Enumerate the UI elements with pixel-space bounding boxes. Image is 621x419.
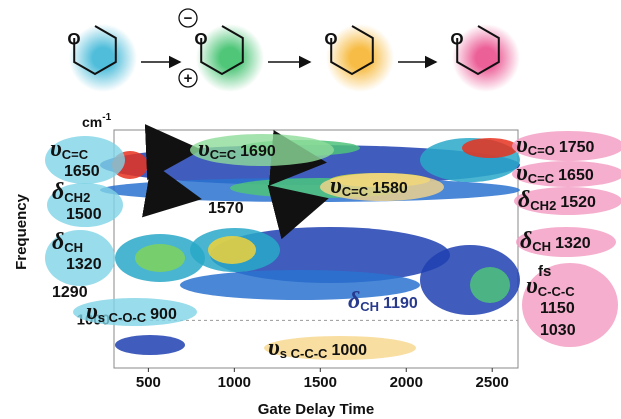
subscript: CH2	[530, 198, 556, 213]
symbol: δ	[52, 229, 64, 255]
annotation-value: 1150	[540, 300, 575, 317]
symbol: υ	[198, 136, 210, 162]
contour-blob	[115, 335, 185, 355]
symbol: δ	[52, 179, 64, 205]
x-axis-label: Gate Delay Time	[258, 401, 374, 418]
annotation-value: 1320	[66, 256, 102, 273]
annotation-value: 1190	[383, 295, 418, 312]
atom-label: O	[194, 29, 207, 48]
shift-arrow	[148, 150, 195, 152]
charge: +	[184, 70, 193, 87]
atom-label: O	[324, 29, 337, 48]
annotation: 1290	[52, 284, 88, 301]
annotation-value: 1570	[208, 200, 244, 217]
subscript: C=C	[210, 147, 237, 162]
figure: OOOO−+ 50010001500200025001000υC=C1650δC…	[0, 0, 621, 419]
subscript: CH	[64, 240, 83, 255]
contour-blob	[208, 236, 256, 264]
charge: −	[184, 10, 193, 27]
subscript: C-C-C	[538, 284, 575, 299]
symbol: δ	[520, 228, 532, 254]
y-unit-exponent: -1	[102, 112, 111, 123]
subscript: CH2	[64, 190, 90, 205]
symbol: υ	[50, 136, 62, 162]
x-tick-label: 2500	[476, 374, 509, 391]
annotation-value: 1320	[555, 235, 591, 252]
contour-blob	[470, 267, 510, 303]
page: {"chart_data": { "type": "spectrogram", …	[0, 0, 621, 419]
x-tick-label: 1000	[218, 374, 251, 391]
annotation-value: 1290	[52, 284, 88, 301]
plot: 50010001500200025001000υC=C1650δCH21500δ…	[45, 130, 621, 391]
subscript: C=C	[342, 184, 369, 199]
symbol: δ	[348, 288, 360, 314]
annotation-value: 1500	[66, 206, 102, 223]
x-tick-label: 1500	[304, 374, 337, 391]
annotation-value: 1580	[372, 180, 408, 197]
annotation-value: 1750	[559, 139, 595, 156]
subscript: CH	[532, 239, 551, 254]
symbol: υ	[526, 273, 538, 299]
contour-blob	[135, 244, 185, 272]
symbol: υ	[516, 160, 528, 186]
symbol: υ	[86, 299, 98, 325]
annotation-value: 1030	[540, 322, 576, 339]
atom-label: O	[67, 29, 80, 48]
symbol: δ	[518, 187, 530, 213]
subscript: s C-O-C	[98, 310, 147, 325]
annotation-value: 1000	[331, 342, 367, 359]
x-tick-label: 2000	[390, 374, 423, 391]
y-axis-label: Frequency	[13, 193, 30, 270]
subscript: C=C	[62, 147, 89, 162]
y-unit-base: cm	[82, 114, 102, 130]
symbol: υ	[516, 132, 528, 158]
atom-label: O	[450, 29, 463, 48]
annotation-value: 1650	[558, 167, 594, 184]
symbol: υ	[330, 173, 342, 199]
subscript: s C-C-C	[280, 346, 328, 361]
annotation-value: 1520	[560, 194, 596, 211]
subscript: C=O	[528, 143, 555, 158]
contour-blob	[462, 138, 518, 158]
subscript: CH	[360, 299, 379, 314]
annotation: 1570	[208, 200, 244, 217]
symbol: υ	[268, 335, 280, 361]
annotation-value: 900	[150, 306, 177, 323]
annotation-value: 1690	[240, 143, 276, 160]
subscript: C=C	[528, 171, 555, 186]
annotation-value: 1650	[64, 163, 100, 180]
x-tick-label: 500	[136, 374, 161, 391]
x-unit: fs	[538, 263, 551, 280]
y-unit: cm-1	[82, 112, 112, 130]
